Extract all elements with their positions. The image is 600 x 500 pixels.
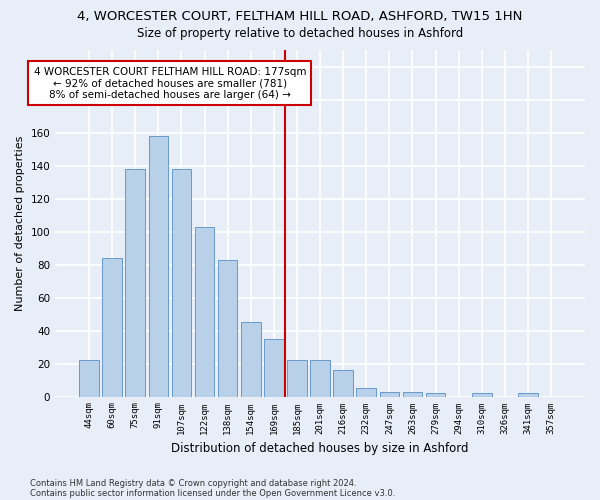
Bar [149, 136, 168, 396]
Bar [125, 169, 145, 396]
Text: 4 WORCESTER COURT FELTHAM HILL ROAD: 177sqm
← 92% of detached houses are smaller: 4 WORCESTER COURT FELTHAM HILL ROAD: 177… [34, 66, 306, 100]
Bar [518, 394, 538, 396]
Y-axis label: Number of detached properties: Number of detached properties [15, 136, 25, 311]
Bar [241, 322, 260, 396]
Bar [195, 226, 214, 396]
Bar [264, 339, 284, 396]
Bar [218, 260, 238, 396]
Text: Size of property relative to detached houses in Ashford: Size of property relative to detached ho… [137, 28, 463, 40]
Bar [380, 392, 399, 396]
Text: Contains HM Land Registry data © Crown copyright and database right 2024.: Contains HM Land Registry data © Crown c… [30, 478, 356, 488]
Bar [472, 394, 491, 396]
Text: 4, WORCESTER COURT, FELTHAM HILL ROAD, ASHFORD, TW15 1HN: 4, WORCESTER COURT, FELTHAM HILL ROAD, A… [77, 10, 523, 23]
Bar [426, 394, 445, 396]
Bar [310, 360, 330, 397]
Bar [403, 392, 422, 396]
Text: Contains public sector information licensed under the Open Government Licence v3: Contains public sector information licen… [30, 488, 395, 498]
Bar [79, 360, 99, 397]
Bar [356, 388, 376, 396]
Bar [172, 169, 191, 396]
Bar [287, 360, 307, 397]
Bar [103, 258, 122, 396]
X-axis label: Distribution of detached houses by size in Ashford: Distribution of detached houses by size … [172, 442, 469, 455]
Bar [334, 370, 353, 396]
